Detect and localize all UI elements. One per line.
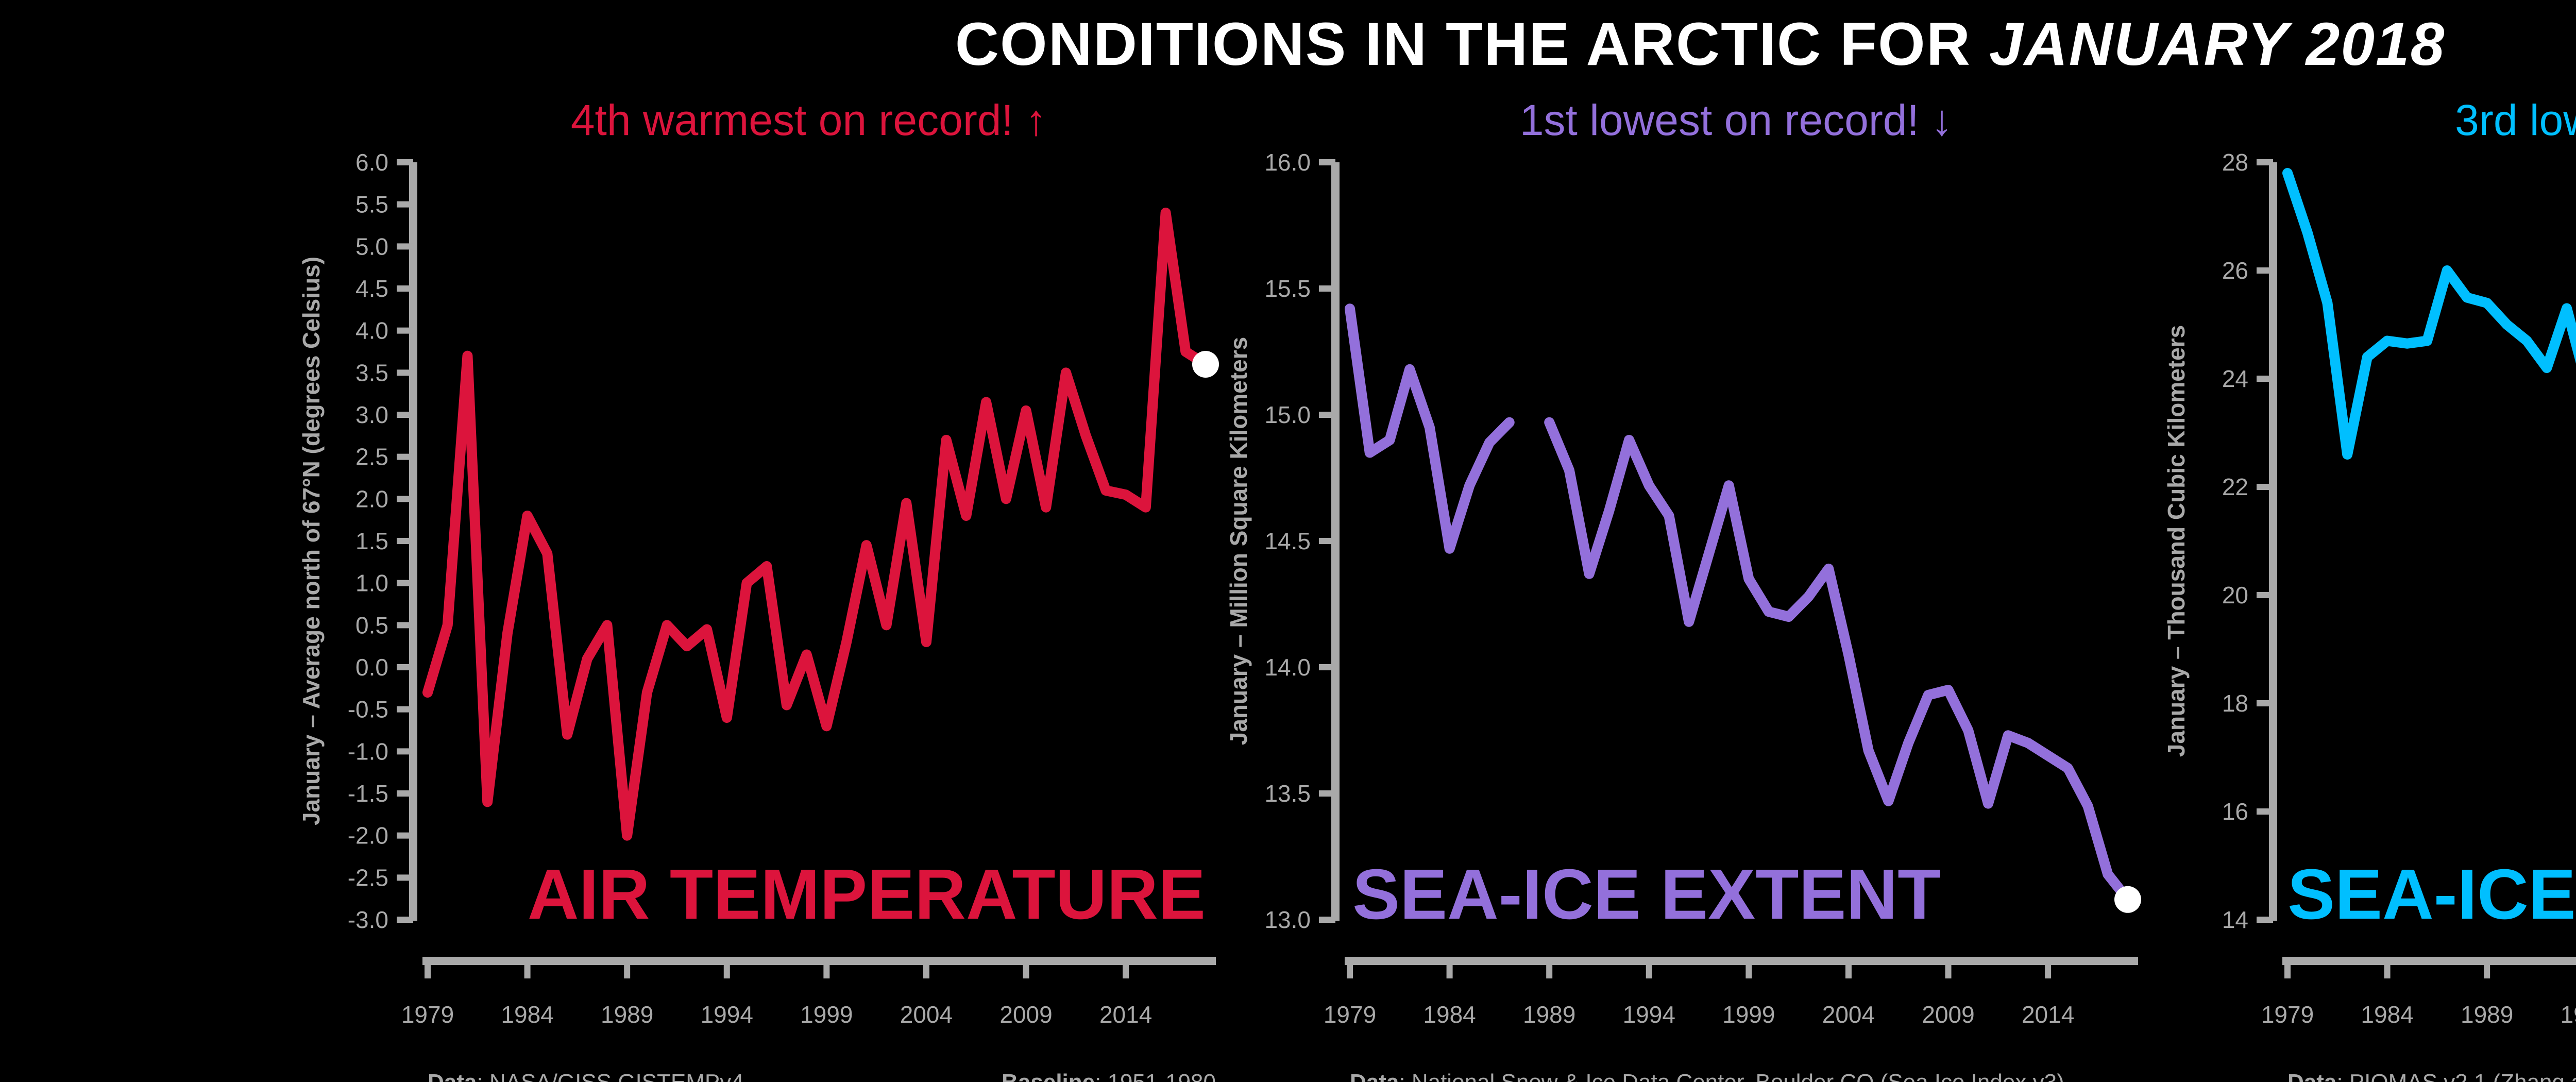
footer-data-volume: Data: PIOMAS v2.1 (Zhang and Rothrock, 2… — [2287, 1070, 2576, 1082]
y-tick-label-air: 2.0 — [355, 485, 388, 512]
x-tick-label-air: 1979 — [401, 1001, 454, 1028]
footer-data-extent: Data: National Snow & Ice Data Center, B… — [1350, 1070, 2064, 1082]
y-axis-label-extent: January – Million Square Kilometers — [1225, 337, 1252, 745]
data-line-extent — [1544, 417, 2133, 905]
y-tick-label-air: 1.0 — [355, 570, 388, 597]
y-tick-label-air: -1.5 — [348, 780, 388, 807]
x-tick-label-extent: 1979 — [1324, 1001, 1376, 1028]
highlight-marker-air — [1192, 351, 1219, 378]
panel-label-air: AIR TEMPERATURE — [528, 855, 1206, 934]
y-tick-label-air: -1.0 — [348, 738, 388, 765]
y-tick-label-air: 5.0 — [355, 233, 388, 260]
y-tick-label-air: 3.0 — [355, 401, 388, 428]
y-tick-label-extent: 15.5 — [1264, 275, 1311, 302]
y-tick-label-extent: 13.0 — [1264, 906, 1311, 933]
subtitle-air: 4th warmest on record! ↑ — [571, 96, 1047, 144]
y-tick-label-air: 1.5 — [355, 528, 388, 554]
x-tick-label-volume: 1989 — [2461, 1001, 2513, 1028]
subtitle-volume: 3rd lowest on record! ↓ — [2455, 96, 2576, 144]
y-tick-label-air: -0.5 — [348, 696, 388, 723]
footer-data-air: Data: NASA/GISS GISTEMPv4 — [428, 1070, 744, 1082]
x-tick-label-extent: 2009 — [1922, 1001, 1974, 1028]
y-axis-label-volume: January – Thousand Cubic Kilometers — [2163, 325, 2190, 757]
y-tick-label-volume: 28 — [2222, 149, 2248, 176]
x-tick-label-extent: 2014 — [2022, 1001, 2074, 1028]
y-tick-label-extent: 16.0 — [1264, 149, 1311, 176]
y-tick-label-volume: 14 — [2222, 906, 2248, 933]
data-line-air — [422, 208, 1211, 841]
y-tick-label-volume: 24 — [2222, 365, 2248, 392]
y-tick-label-air: 0.5 — [355, 612, 388, 638]
y-tick-label-volume: 20 — [2222, 582, 2248, 608]
highlight-marker-extent — [2114, 886, 2141, 913]
x-tick-label-volume: 1979 — [2261, 1001, 2314, 1028]
y-axis-label-air: January – Average north of 67°N (degrees… — [298, 257, 325, 825]
panel-label-volume: SEA-ICE VOLUME — [2287, 855, 2576, 934]
x-tick-label-extent: 2004 — [1822, 1001, 1875, 1028]
x-tick-label-volume: 1984 — [2361, 1001, 2413, 1028]
y-tick-label-air: -2.5 — [348, 864, 388, 891]
x-tick-label-air: 1994 — [701, 1001, 753, 1028]
data-line-extent — [1345, 303, 1515, 554]
x-tick-label-extent: 1984 — [1423, 1001, 1476, 1028]
y-tick-label-air: 6.0 — [355, 149, 388, 176]
x-tick-label-air: 2004 — [900, 1001, 953, 1028]
y-tick-label-extent: 14.0 — [1264, 654, 1311, 681]
y-tick-label-volume: 26 — [2222, 257, 2248, 284]
x-tick-label-air: 1989 — [601, 1001, 653, 1028]
y-tick-label-extent: 13.5 — [1264, 780, 1311, 807]
figure-title-prefix: CONDITIONS IN THE ARCTIC FOR — [955, 10, 1989, 78]
y-tick-label-extent: 15.0 — [1264, 401, 1311, 428]
y-tick-label-extent: 14.5 — [1264, 528, 1311, 554]
y-tick-label-air: -2.0 — [348, 822, 388, 849]
x-tick-label-extent: 1989 — [1523, 1001, 1575, 1028]
y-tick-label-air: 5.5 — [355, 191, 388, 218]
data-line-volume — [2282, 168, 2576, 460]
y-tick-label-volume: 22 — [2222, 474, 2248, 500]
x-tick-label-extent: 1999 — [1722, 1001, 1775, 1028]
y-tick-label-air: -3.0 — [348, 906, 388, 933]
y-tick-label-air: 2.5 — [355, 444, 388, 470]
y-tick-label-air: 3.5 — [355, 359, 388, 386]
x-tick-label-air: 1999 — [800, 1001, 853, 1028]
y-tick-label-volume: 16 — [2222, 798, 2248, 825]
x-tick-label-air: 1984 — [501, 1001, 553, 1028]
panel-label-extent: SEA-ICE EXTENT — [1352, 855, 1941, 934]
figure-title-emphasis: JANUARY 2018 — [1989, 10, 2446, 78]
y-tick-label-air: 4.0 — [355, 317, 388, 344]
y-tick-label-volume: 18 — [2222, 690, 2248, 717]
x-tick-label-extent: 1994 — [1623, 1001, 1675, 1028]
footer-baseline-air: Baseline: 1951-1980 — [1002, 1070, 1216, 1082]
y-tick-label-air: 4.5 — [355, 275, 388, 302]
x-tick-label-air: 2014 — [1099, 1001, 1152, 1028]
y-tick-label-air: 0.0 — [355, 654, 388, 681]
figure-title: CONDITIONS IN THE ARCTIC FOR JANUARY 201… — [0, 9, 2576, 79]
subtitle-extent: 1st lowest on record! ↓ — [1520, 96, 1953, 144]
x-tick-label-air: 2009 — [999, 1001, 1052, 1028]
x-tick-label-volume: 1994 — [2561, 1001, 2576, 1028]
